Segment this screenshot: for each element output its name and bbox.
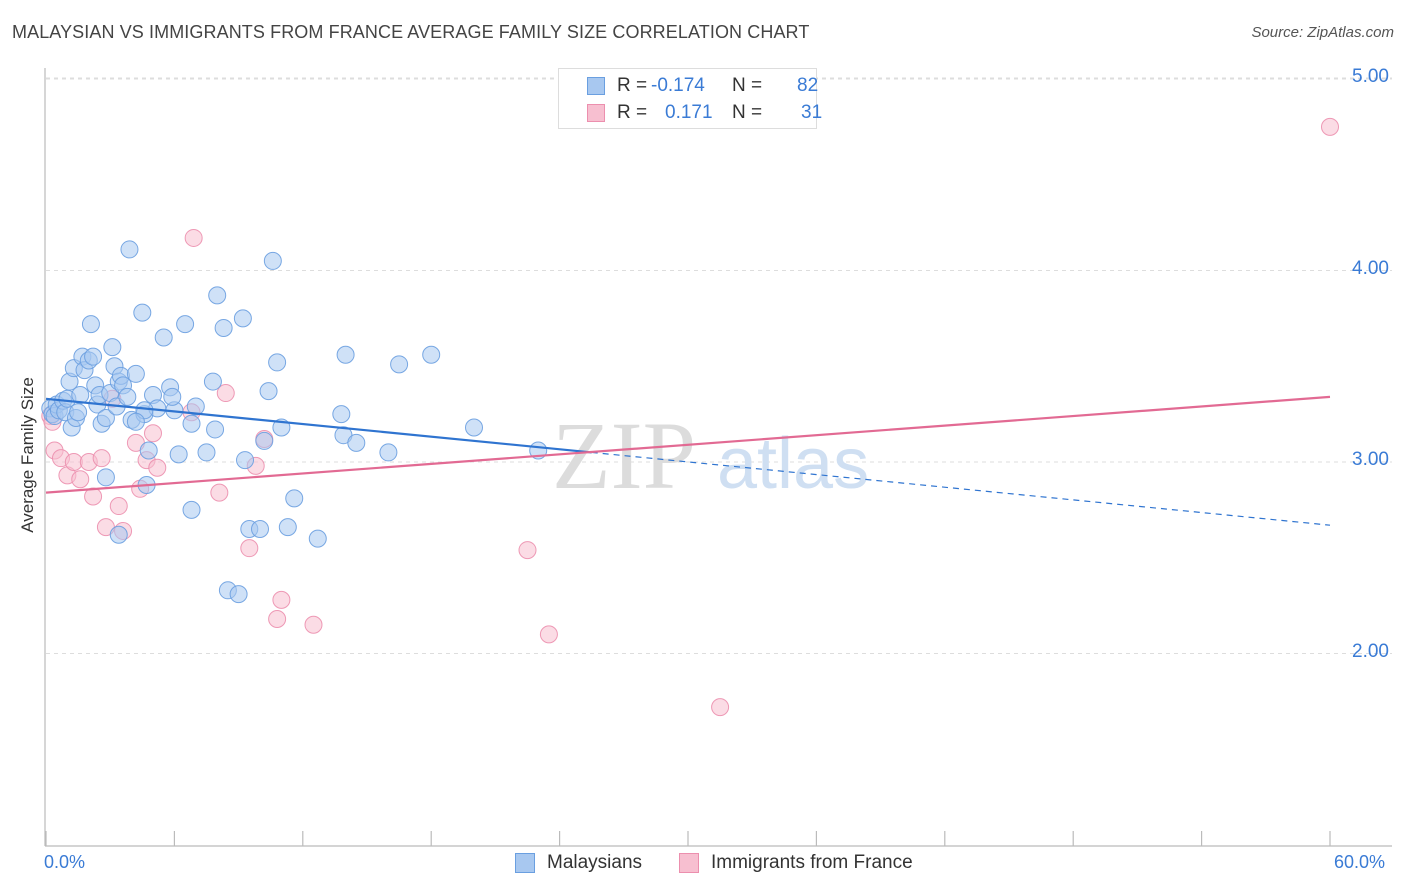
malaysian-point bbox=[133, 303, 152, 322]
malaysian-point bbox=[206, 420, 225, 439]
bottom-legend-swatch-malaysians bbox=[515, 853, 535, 873]
malaysian-point bbox=[182, 414, 201, 433]
bottom-legend-label-malaysians: Malaysians bbox=[547, 852, 643, 873]
malaysian-point bbox=[154, 328, 173, 347]
malaysian-point bbox=[229, 585, 248, 604]
france-point bbox=[711, 698, 730, 717]
france-point bbox=[1321, 117, 1339, 136]
malaysian-trend-line bbox=[45, 397, 592, 454]
malaysian-point bbox=[186, 397, 205, 416]
stats-legend: R = -0.174 N = 82 R = 0.171 N = 31 bbox=[558, 68, 822, 129]
malaysian-point bbox=[163, 387, 182, 406]
y-tick-label: 4.00 bbox=[1352, 257, 1389, 279]
france-point bbox=[92, 449, 111, 468]
watermark-zip: ZIP bbox=[552, 402, 696, 509]
malaysian-point bbox=[81, 315, 100, 334]
axes bbox=[44, 68, 1392, 847]
malaysian-point bbox=[96, 408, 115, 427]
legend-r-label: R = bbox=[617, 102, 648, 123]
legend-swatch-malaysians bbox=[587, 77, 605, 95]
x-tick-label-max: 60.0% bbox=[1334, 852, 1386, 872]
malaysian-point bbox=[139, 441, 158, 460]
malaysian-point bbox=[214, 318, 233, 337]
malaysian-point bbox=[379, 443, 398, 462]
malaysian-point bbox=[69, 403, 88, 422]
malaysian-point bbox=[126, 412, 145, 431]
france-point bbox=[304, 615, 323, 634]
france-point bbox=[109, 497, 128, 516]
france-point bbox=[518, 541, 537, 560]
legend-n-value: 82 bbox=[797, 75, 819, 96]
france-point bbox=[240, 539, 259, 558]
malaysian-point bbox=[236, 451, 255, 470]
malaysian-point bbox=[71, 385, 90, 404]
legend-r-label: R = bbox=[617, 75, 648, 96]
france-point bbox=[272, 590, 291, 609]
malaysian-point bbox=[308, 529, 327, 548]
france-point bbox=[216, 384, 235, 403]
malaysian-point bbox=[268, 353, 287, 372]
y-tick-label: 3.00 bbox=[1352, 449, 1389, 470]
legend-n-value: 31 bbox=[801, 102, 823, 123]
malaysian-point bbox=[182, 500, 201, 519]
malaysian-point bbox=[263, 251, 282, 270]
france-point bbox=[71, 470, 90, 489]
france-point bbox=[539, 625, 558, 644]
malaysian-point bbox=[285, 489, 304, 508]
malaysian-point bbox=[84, 347, 103, 366]
malaysian-point bbox=[255, 431, 274, 450]
malaysian-point bbox=[278, 518, 297, 537]
malaysian-point bbox=[347, 433, 366, 452]
malaysian-point bbox=[169, 445, 188, 464]
france-point bbox=[144, 424, 162, 443]
legend-r-value: 0.171 bbox=[665, 102, 713, 123]
france-point bbox=[210, 483, 229, 502]
malaysian-point bbox=[390, 355, 409, 374]
malaysian-trend-extension bbox=[591, 451, 1331, 526]
malaysian-point bbox=[422, 345, 441, 364]
watermark: ZIP atlas bbox=[552, 402, 869, 509]
malaysian-point bbox=[197, 443, 216, 462]
legend-n-label: N = bbox=[732, 75, 763, 96]
chart-title: MALAYSIAN VS IMMIGRANTS FROM FRANCE AVER… bbox=[12, 22, 810, 42]
france-point bbox=[184, 228, 203, 247]
malaysian-point bbox=[96, 468, 115, 487]
y-tick-label: 5.00 bbox=[1352, 66, 1389, 87]
bottom-legend-label-france: Immigrants from France bbox=[711, 852, 913, 873]
malaysian-point bbox=[233, 309, 252, 328]
france-point bbox=[84, 487, 103, 506]
malaysian-point bbox=[176, 315, 195, 334]
malaysian-point bbox=[103, 338, 122, 357]
gridlines bbox=[46, 77, 1392, 654]
source-credit: Source: ZipAtlas.com bbox=[1251, 24, 1394, 41]
france-point bbox=[268, 610, 287, 629]
trend-lines bbox=[45, 395, 1331, 526]
malaysian-point bbox=[203, 372, 222, 391]
malaysian-point bbox=[120, 240, 139, 259]
legend-n-label: N = bbox=[732, 102, 763, 123]
series-malaysian-points bbox=[41, 240, 548, 604]
bottom-legend-swatch-france bbox=[679, 853, 699, 873]
malaysian-point bbox=[259, 382, 278, 401]
malaysian-point bbox=[109, 525, 128, 544]
france-point bbox=[148, 458, 167, 477]
malaysian-point bbox=[251, 520, 269, 539]
malaysian-point bbox=[208, 286, 227, 305]
y-tick-label: 2.00 bbox=[1352, 640, 1389, 662]
legend-swatch-france bbox=[587, 104, 605, 122]
france-trend-line bbox=[45, 395, 1331, 494]
malaysian-point bbox=[126, 364, 145, 383]
legend-r-value: -0.174 bbox=[651, 75, 705, 96]
malaysian-point bbox=[118, 387, 137, 406]
malaysian-point bbox=[465, 418, 483, 437]
x-tick-label-min: 0.0% bbox=[44, 852, 86, 872]
malaysian-point bbox=[336, 345, 355, 364]
malaysian-point bbox=[332, 405, 351, 424]
france-point bbox=[64, 453, 83, 471]
